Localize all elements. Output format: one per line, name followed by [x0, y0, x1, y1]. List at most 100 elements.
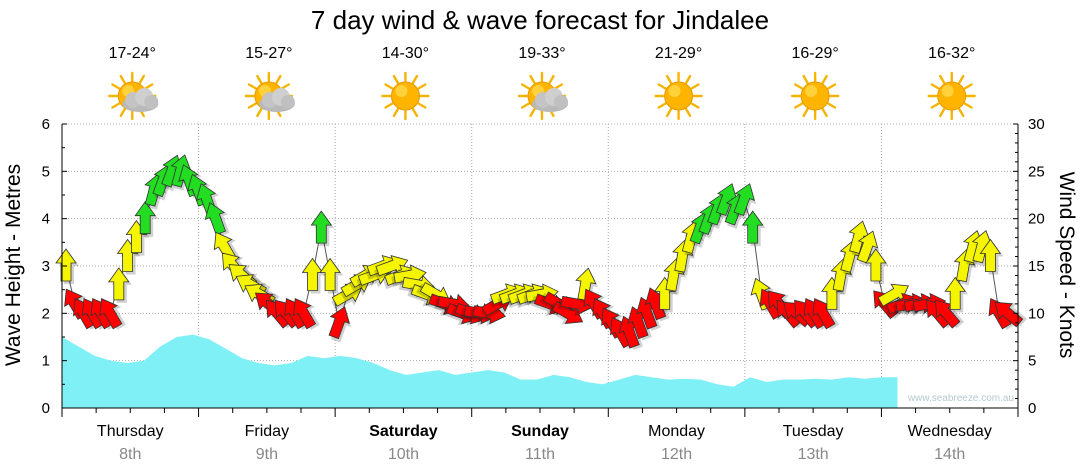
- day-temperature-label: 14-30°: [382, 45, 429, 62]
- sun-highlight: [669, 85, 681, 97]
- sun-ray: [932, 104, 939, 108]
- wind-arrow: [303, 259, 326, 294]
- sun-icon: [792, 73, 838, 119]
- y-right-tick-label: 30: [1028, 116, 1045, 133]
- y-right-tick-label: 0: [1028, 400, 1036, 417]
- wave-height-area: [62, 335, 898, 408]
- wind-arrow: [323, 303, 357, 344]
- sun-ray: [795, 104, 802, 108]
- y-right-tick-label: 5: [1028, 353, 1036, 370]
- sun-ray: [386, 104, 393, 108]
- sun-ray: [276, 76, 280, 83]
- sun-ray: [112, 104, 119, 108]
- day-name-label: Wednesday: [908, 423, 992, 440]
- day-date-label: 11th: [525, 446, 555, 463]
- chart-title: 7 day wind & wave forecast for Jindalee: [311, 5, 769, 35]
- y-axis-left-label: Wave Height - Metres: [2, 164, 25, 366]
- temperature-row: 17-24° 15-27° 14-30° 19-33° 21-29° 16-29° 16-3…: [109, 45, 976, 62]
- sun-ray: [965, 85, 972, 89]
- sun-ray: [828, 85, 835, 89]
- sun-ray: [140, 76, 144, 83]
- day-temperature-label: 16-32°: [928, 45, 975, 62]
- day-temperature-label: 21-29°: [655, 45, 702, 62]
- sun-icon: [929, 73, 975, 119]
- sun-ray: [823, 76, 827, 83]
- sun-ray: [249, 104, 256, 108]
- sun-ray: [828, 104, 835, 108]
- day-date-label: 9th: [256, 446, 278, 463]
- y-axis-right-label: Wind Speed - Knots: [1055, 172, 1078, 359]
- day-temperature-label: 17-24°: [109, 45, 156, 62]
- sun-ray: [692, 104, 699, 108]
- sun-ray: [249, 85, 256, 89]
- day-temperature-label: 16-29°: [791, 45, 838, 62]
- sun-ray: [659, 104, 666, 108]
- sun-ray: [418, 85, 425, 89]
- weather-icons: [109, 73, 974, 119]
- sun-ray: [257, 76, 261, 83]
- day-date-label: 10th: [388, 446, 419, 463]
- y-left-tick-label: 2: [42, 305, 50, 322]
- wind-arrow: [320, 259, 343, 294]
- day-labels: Thursday 8th Friday 9th Saturday 10th Sunday 11…: [97, 423, 992, 463]
- day-name-label: Thursday: [97, 423, 164, 440]
- sun-ray: [932, 85, 939, 89]
- sun-ray: [940, 76, 944, 83]
- sun-icon: [656, 73, 702, 119]
- y-right-tick-label: 25: [1028, 163, 1045, 180]
- y-ticks-right: 0 5 10 15 20 25 30: [1028, 116, 1045, 417]
- sun-ray: [522, 85, 529, 89]
- y-right-tick-label: 10: [1028, 305, 1045, 322]
- sun-ray: [795, 85, 802, 89]
- sun-ray: [965, 104, 972, 108]
- sun-highlight: [805, 85, 817, 97]
- sun-ray: [667, 76, 671, 83]
- sun-highlight: [942, 85, 954, 97]
- y-left-tick-label: 1: [42, 353, 50, 370]
- day-name-label: Friday: [245, 423, 289, 440]
- cloud-puff: [144, 95, 158, 109]
- day-date-label: 14th: [934, 446, 965, 463]
- y-left-tick-label: 6: [42, 116, 50, 133]
- y-left-tick-label: 3: [42, 258, 50, 275]
- sun-ray: [959, 76, 963, 83]
- sun-disc: [665, 82, 693, 110]
- day-name-label: Sunday: [511, 423, 569, 440]
- sun-ray: [692, 85, 699, 89]
- sun-ray: [531, 76, 535, 83]
- y-ticks-left: 0123456: [42, 116, 50, 417]
- sun-ray: [823, 109, 827, 116]
- partly-cloudy-icon: [519, 73, 568, 119]
- sun-ray: [522, 104, 529, 108]
- sun-ray: [686, 76, 690, 83]
- y-left-tick-label: 5: [42, 163, 50, 180]
- sun-disc: [391, 82, 419, 110]
- sun-disc: [801, 82, 829, 110]
- sun-ray: [394, 76, 398, 83]
- partly-cloudy-icon: [109, 73, 158, 119]
- sun-ray: [686, 109, 690, 116]
- sun-ray: [413, 109, 417, 116]
- y-left-tick-label: 0: [42, 400, 50, 417]
- sun-ray: [804, 109, 808, 116]
- sun-ray: [257, 109, 261, 116]
- sun-ray: [121, 76, 125, 83]
- sun-ray: [959, 109, 963, 116]
- day-date-label: 13th: [798, 446, 829, 463]
- partly-cloudy-icon: [246, 73, 295, 119]
- sun-ray: [550, 76, 554, 83]
- sun-highlight: [395, 85, 407, 97]
- sun-ray: [667, 109, 671, 116]
- cloud-puff: [281, 95, 295, 109]
- sun-ray: [394, 109, 398, 116]
- sun-ray: [940, 109, 944, 116]
- sun-ray: [418, 104, 425, 108]
- wave-area: [62, 335, 898, 408]
- sun-icon: [382, 73, 428, 119]
- sun-disc: [938, 82, 966, 110]
- sun-ray: [386, 85, 393, 89]
- sun-ray: [112, 85, 119, 89]
- day-temperature-label: 19-33°: [518, 45, 565, 62]
- wind-arrow: [311, 211, 334, 246]
